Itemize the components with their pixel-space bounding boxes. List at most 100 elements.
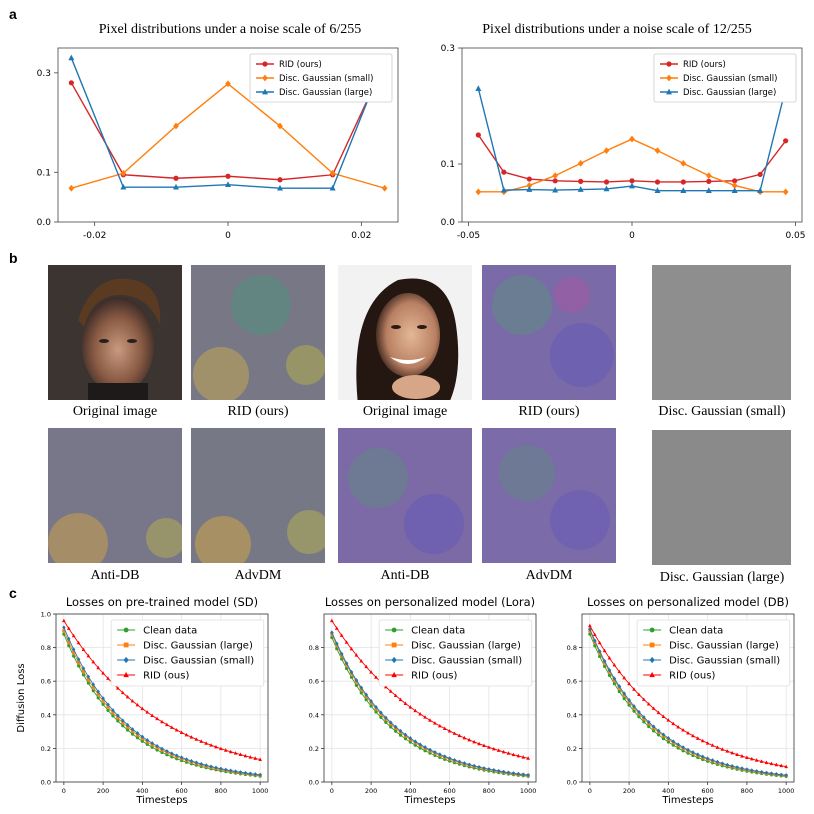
caption-advdm-2: AdvDM <box>525 568 573 583</box>
caption-rid-2: RID (ours) <box>518 404 580 419</box>
data-point <box>243 770 248 776</box>
data-point <box>66 636 71 641</box>
data-point <box>676 724 681 729</box>
data-point <box>622 675 627 680</box>
data-point <box>219 766 223 771</box>
data-point <box>408 740 412 744</box>
data-point <box>62 625 66 630</box>
data-point <box>165 722 169 727</box>
data-point <box>126 728 130 732</box>
y-tick-label: 0.4 <box>309 711 319 719</box>
data-point <box>732 178 738 184</box>
data-point <box>140 739 144 743</box>
data-point <box>577 160 584 167</box>
legend-marker <box>262 88 268 95</box>
y-tick-label: 0.0 <box>37 218 52 228</box>
data-point <box>374 704 378 710</box>
data-point <box>597 640 602 645</box>
data-point <box>680 179 686 185</box>
x-tick-label: 0 <box>225 231 231 241</box>
data-point <box>506 751 511 755</box>
data-point <box>629 182 635 189</box>
data-point <box>72 651 76 655</box>
data-point <box>403 737 408 741</box>
legend-label: Disc. Gaussian (large) <box>411 641 521 652</box>
original-image-woman <box>338 265 472 400</box>
data-point <box>641 697 646 701</box>
data-point <box>71 633 76 638</box>
data-point <box>705 172 712 179</box>
data-point <box>632 687 636 691</box>
data-point <box>552 178 558 184</box>
data-point <box>516 753 521 758</box>
legend-marker <box>391 656 397 664</box>
data-point <box>394 729 398 733</box>
data-point <box>189 735 194 739</box>
plot-frame <box>323 613 537 783</box>
y-tick-label: 0.8 <box>41 644 51 652</box>
data-point <box>552 172 559 179</box>
data-point <box>388 720 393 725</box>
legend-box <box>636 619 791 687</box>
data-point <box>359 685 364 690</box>
data-point <box>757 171 763 178</box>
x-tick-label: -0.02 <box>83 231 106 241</box>
y-axis-label: Diffusion Loss <box>16 663 27 732</box>
data-point <box>671 743 675 747</box>
y-tick-label: 0.3 <box>441 44 455 54</box>
data-point <box>725 749 730 753</box>
data-point <box>637 709 641 714</box>
x-tick-label: 400 <box>662 787 674 795</box>
panel-label-b: b <box>9 250 18 266</box>
y-tick-label: 0.4 <box>41 711 51 719</box>
data-point <box>173 122 179 130</box>
data-point <box>526 186 533 192</box>
legend-label: RID (ours) <box>279 60 322 70</box>
data-point <box>745 767 749 772</box>
data-point <box>66 626 71 630</box>
data-point <box>194 737 199 741</box>
data-point <box>238 770 243 775</box>
data-point <box>715 759 720 764</box>
data-point <box>67 640 71 644</box>
x-tick-label: 0.05 <box>785 231 805 241</box>
data-point <box>423 715 427 719</box>
data-point <box>116 719 120 723</box>
data-point <box>344 640 349 644</box>
data-point <box>135 736 140 740</box>
data-point <box>482 766 486 771</box>
series-3 <box>62 618 262 761</box>
y-tick-label: 0.1 <box>441 160 455 170</box>
legend-marker <box>123 627 129 633</box>
data-point <box>691 733 695 738</box>
data-point <box>467 737 472 742</box>
data-point <box>656 710 661 715</box>
data-point <box>680 187 687 194</box>
legend-marker <box>666 74 672 82</box>
data-point <box>393 724 398 729</box>
data-point <box>661 737 666 741</box>
data-point <box>173 183 179 190</box>
x-tick-label: 0 <box>588 787 592 795</box>
data-point <box>174 727 179 732</box>
loss-chart-db: Losses on personalized model (DB) 0 200 400… <box>567 595 795 806</box>
pixel-distribution-chart-12: -0.05 0 0.05 0.0 0.1 0.3 RID (ours) Disc. Gauss… <box>441 44 806 241</box>
data-point <box>71 647 76 652</box>
x-tick-label: 600 <box>701 787 713 795</box>
data-point <box>91 682 96 687</box>
x-tick-label: -0.05 <box>457 231 480 241</box>
data-point <box>607 673 612 677</box>
data-point <box>334 626 339 630</box>
data-point <box>740 754 744 758</box>
data-point <box>710 743 715 747</box>
data-point <box>627 703 631 707</box>
data-point <box>511 752 516 757</box>
data-point <box>705 741 710 745</box>
data-point <box>472 739 477 744</box>
data-point <box>521 772 526 777</box>
data-point <box>160 719 164 724</box>
legend-marker <box>649 627 655 633</box>
caption-gaussian-large: Disc. Gaussian (large) <box>659 570 785 585</box>
chart-title: Losses on personalized model (DB) <box>587 595 789 609</box>
data-point <box>398 728 403 734</box>
